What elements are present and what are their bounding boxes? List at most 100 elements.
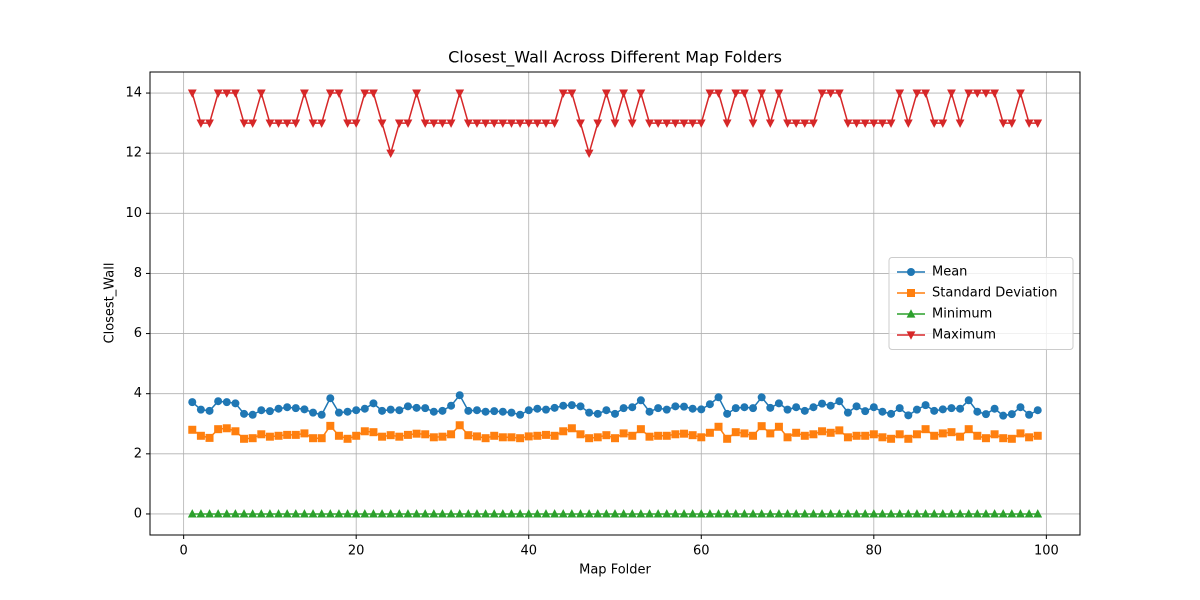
marker — [559, 401, 568, 410]
marker — [421, 404, 430, 413]
marker — [395, 432, 404, 441]
marker — [973, 431, 982, 440]
marker — [981, 410, 990, 419]
marker — [455, 509, 465, 518]
marker — [386, 149, 396, 158]
marker — [818, 427, 827, 436]
marker — [360, 427, 369, 436]
marker — [464, 431, 473, 440]
marker — [472, 509, 482, 518]
marker — [990, 404, 999, 413]
marker — [628, 431, 637, 440]
marker — [774, 89, 784, 98]
marker — [550, 509, 560, 518]
marker — [740, 429, 749, 438]
marker — [903, 119, 913, 128]
marker — [308, 509, 318, 518]
marker — [627, 509, 637, 518]
marker — [558, 509, 568, 518]
marker — [412, 509, 421, 518]
marker — [680, 402, 689, 411]
marker — [585, 408, 594, 417]
marker — [1024, 509, 1034, 518]
marker — [239, 119, 249, 128]
marker — [999, 434, 1008, 443]
marker — [783, 433, 792, 442]
marker — [938, 119, 948, 128]
marker — [653, 119, 663, 128]
marker — [809, 119, 818, 128]
marker — [248, 119, 258, 128]
marker — [774, 422, 783, 431]
marker — [826, 89, 836, 98]
marker — [378, 406, 387, 415]
marker — [653, 509, 663, 518]
marker — [360, 509, 370, 518]
marker — [740, 89, 749, 98]
marker — [688, 431, 697, 440]
marker — [214, 397, 223, 406]
marker — [325, 509, 335, 518]
marker — [800, 119, 810, 128]
marker — [671, 402, 680, 411]
marker — [188, 398, 197, 407]
marker — [541, 430, 550, 439]
marker — [593, 409, 602, 418]
marker — [740, 509, 749, 518]
marker — [240, 409, 249, 418]
marker — [317, 509, 327, 518]
marker — [800, 406, 809, 415]
marker — [481, 119, 490, 128]
marker — [205, 406, 214, 415]
marker — [222, 509, 232, 518]
marker — [240, 434, 249, 443]
marker — [394, 509, 404, 518]
marker — [403, 509, 413, 518]
marker — [507, 119, 516, 128]
marker — [403, 119, 413, 128]
marker — [187, 509, 197, 518]
marker — [429, 407, 438, 416]
marker — [964, 425, 973, 434]
marker — [843, 433, 852, 442]
marker — [860, 509, 870, 518]
marker — [714, 422, 723, 431]
marker — [283, 403, 292, 412]
marker — [800, 431, 809, 440]
marker — [533, 431, 542, 440]
marker — [550, 431, 559, 440]
marker — [921, 509, 930, 518]
marker — [188, 425, 197, 434]
marker — [826, 509, 836, 518]
marker — [792, 403, 801, 412]
marker — [748, 509, 758, 518]
marker — [1025, 410, 1034, 419]
marker — [757, 89, 767, 98]
marker — [783, 119, 792, 128]
marker — [576, 402, 585, 411]
marker — [386, 431, 395, 440]
x-axis-label: Map Folder — [579, 563, 651, 578]
y-axis-label: Closest_Wall — [103, 263, 118, 344]
marker — [956, 432, 965, 441]
marker — [929, 509, 939, 518]
marker — [343, 407, 352, 416]
marker — [757, 509, 767, 518]
marker — [645, 509, 654, 518]
y-tick-label: 4 — [134, 386, 142, 401]
marker — [412, 429, 421, 438]
marker — [826, 428, 835, 437]
marker — [343, 434, 352, 443]
plot-frame — [149, 71, 1081, 536]
y-tick-label: 10 — [125, 206, 142, 221]
legend-label: Standard Deviation — [932, 286, 1057, 301]
marker — [722, 119, 732, 128]
marker — [938, 509, 948, 518]
marker — [956, 404, 965, 413]
marker — [559, 427, 568, 436]
marker — [705, 89, 715, 98]
marker — [774, 509, 784, 518]
legend-label: Mean — [932, 265, 967, 280]
marker — [421, 430, 430, 439]
